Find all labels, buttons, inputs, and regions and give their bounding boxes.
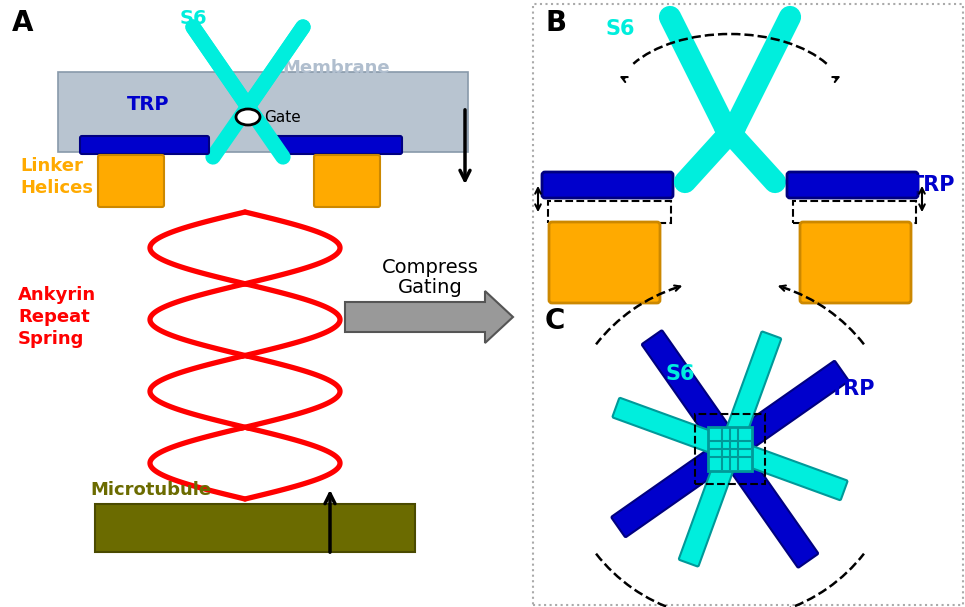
Ellipse shape bbox=[236, 109, 260, 125]
FancyBboxPatch shape bbox=[549, 222, 660, 303]
FancyBboxPatch shape bbox=[273, 136, 402, 154]
FancyBboxPatch shape bbox=[314, 155, 380, 207]
Text: C: C bbox=[545, 307, 565, 335]
FancyBboxPatch shape bbox=[80, 136, 209, 154]
Text: Microtubule: Microtubule bbox=[90, 481, 211, 499]
FancyBboxPatch shape bbox=[722, 331, 781, 449]
Text: Gate: Gate bbox=[264, 109, 301, 124]
FancyBboxPatch shape bbox=[708, 427, 752, 471]
Text: TRP: TRP bbox=[830, 379, 875, 399]
Bar bbox=[548, 201, 671, 223]
FancyBboxPatch shape bbox=[612, 441, 733, 537]
Text: TRP: TRP bbox=[910, 175, 955, 195]
Text: Membrane: Membrane bbox=[283, 59, 390, 77]
Bar bbox=[95, 504, 415, 552]
Text: Gating: Gating bbox=[398, 278, 462, 297]
Bar bbox=[533, 4, 963, 605]
Text: TRP: TRP bbox=[126, 95, 169, 115]
FancyArrow shape bbox=[345, 291, 513, 343]
Text: A: A bbox=[12, 9, 34, 37]
FancyBboxPatch shape bbox=[722, 445, 818, 568]
Text: Linker
Helices: Linker Helices bbox=[20, 157, 93, 197]
Text: Ankyrin
Repeat
Spring: Ankyrin Repeat Spring bbox=[18, 286, 96, 348]
FancyBboxPatch shape bbox=[98, 155, 164, 207]
FancyBboxPatch shape bbox=[679, 449, 738, 566]
FancyBboxPatch shape bbox=[731, 441, 847, 500]
Bar bbox=[58, 72, 468, 152]
FancyBboxPatch shape bbox=[787, 172, 918, 198]
Text: B: B bbox=[545, 9, 566, 37]
Text: S6: S6 bbox=[665, 364, 695, 384]
FancyBboxPatch shape bbox=[613, 398, 730, 457]
Bar bbox=[793, 201, 916, 223]
Text: Compress: Compress bbox=[381, 258, 479, 277]
Bar bbox=[695, 414, 765, 484]
FancyBboxPatch shape bbox=[642, 331, 737, 453]
Text: S6: S6 bbox=[179, 9, 207, 28]
FancyBboxPatch shape bbox=[800, 222, 911, 303]
Text: S6: S6 bbox=[605, 19, 635, 39]
FancyBboxPatch shape bbox=[727, 361, 848, 456]
FancyBboxPatch shape bbox=[542, 172, 673, 198]
